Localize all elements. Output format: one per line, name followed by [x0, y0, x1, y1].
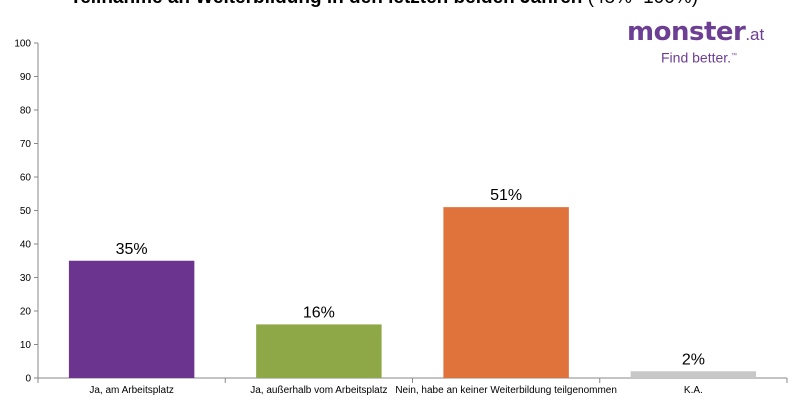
y-tick-label: 0 — [25, 374, 31, 385]
bar — [443, 207, 569, 378]
x-tick-label: Nein, habe an keiner Weiterbildung teilg… — [395, 385, 617, 396]
data-label: 16% — [303, 304, 335, 321]
x-tick-label: K.A. — [684, 385, 703, 396]
y-tick-label: 10 — [20, 340, 32, 351]
x-tick-label: Ja, am Arbeitsplatz — [89, 385, 173, 396]
bar — [68, 260, 195, 378]
y-tick-label: 90 — [20, 72, 32, 83]
chart-title: Teilnahme an Weiterbildung in den letzte… — [70, 0, 698, 9]
y-tick-label: 50 — [20, 206, 32, 217]
logo-wordmark: monster.at — [627, 17, 765, 47]
trademark-symbol: ™ — [731, 53, 738, 59]
y-tick-label: 60 — [20, 173, 32, 184]
logo-tagline: Find better.™ — [661, 49, 738, 66]
chart-title-main: Teilnahme an Weiterbildung in den letzte… — [70, 0, 582, 8]
logo-domain: .at — [745, 25, 765, 44]
data-label: 51% — [490, 187, 522, 204]
bar — [630, 371, 757, 378]
y-tick-label: 40 — [20, 240, 32, 251]
x-tick-label: Ja, außerhalb vom Arbeitsplatz — [250, 385, 387, 396]
y-tick-label: 70 — [20, 139, 32, 150]
data-label: 2% — [682, 351, 705, 368]
bar — [256, 324, 382, 378]
y-tick-label: 100 — [14, 39, 31, 50]
chart-title-base: (48%=100%) — [588, 0, 698, 8]
y-tick-label: 80 — [20, 106, 32, 117]
monster-logo: monster.at Find better.™ — [627, 18, 787, 66]
data-label: 35% — [116, 241, 148, 258]
y-tick-label: 20 — [20, 307, 32, 318]
y-tick-label: 30 — [20, 273, 32, 284]
